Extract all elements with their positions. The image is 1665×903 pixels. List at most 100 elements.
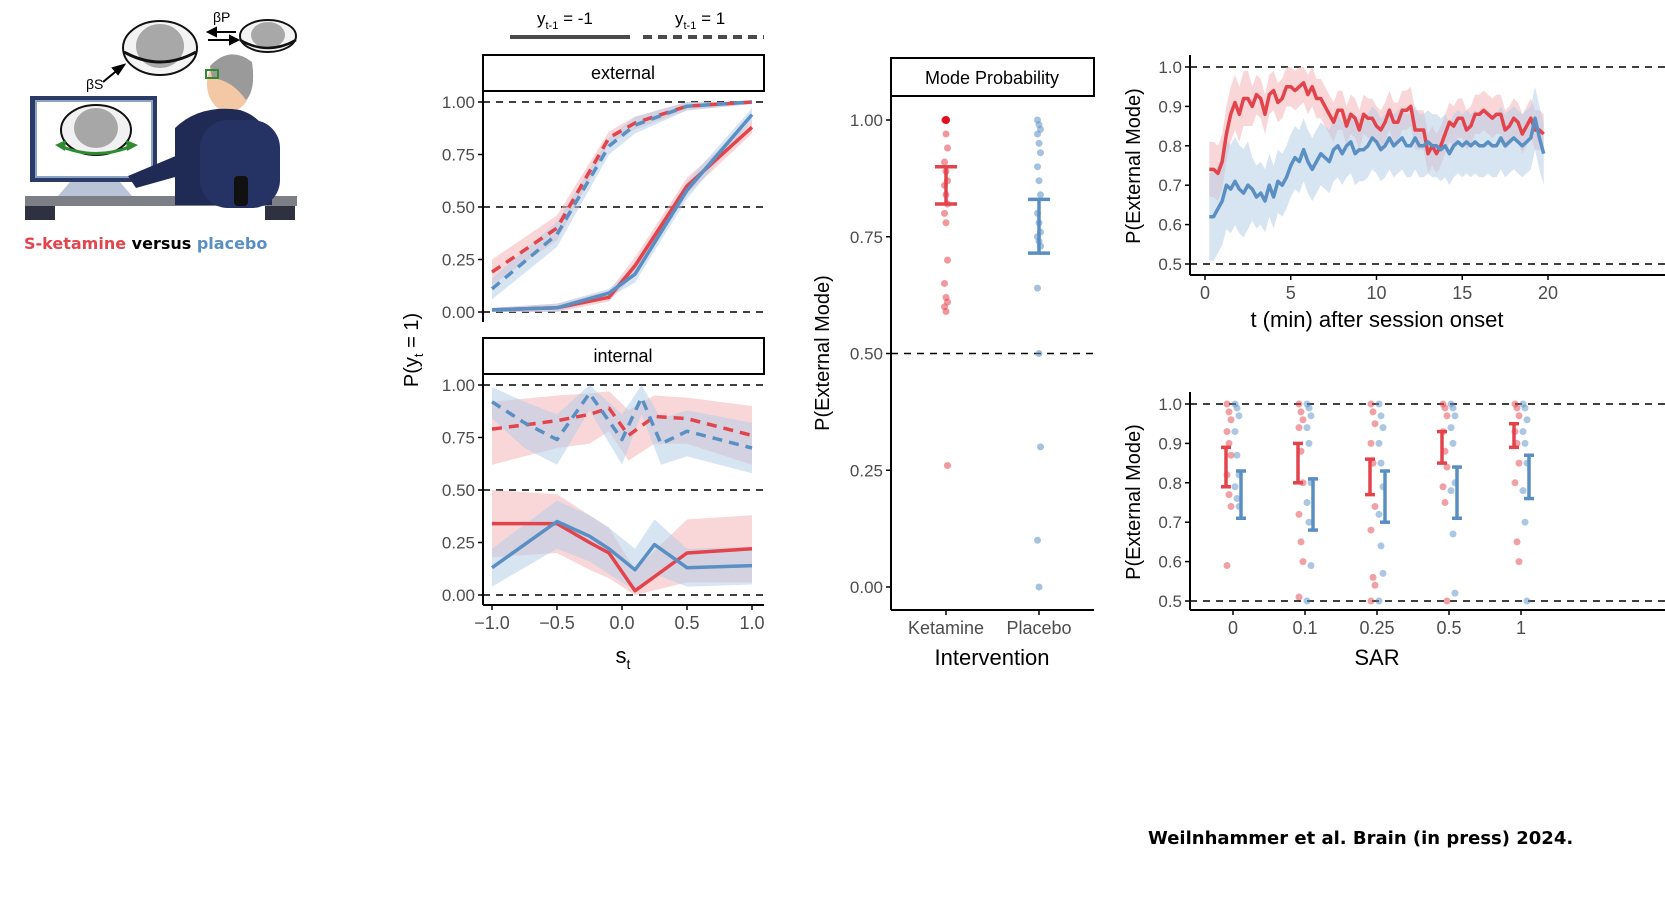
sar-ketamine-point xyxy=(1367,526,1375,534)
sar-ketamine-point xyxy=(1297,538,1305,546)
mode-ketamine-point xyxy=(944,462,951,470)
time-y-tick-label: 0.7 xyxy=(1158,176,1182,195)
time-x-tick-label: 5 xyxy=(1286,283,1296,303)
credit-line: Weilnhammer et al. Brain (in press) 2024… xyxy=(1148,828,1574,849)
time-placebo-ci-band xyxy=(1209,86,1544,261)
time-y-tick-label: 0.6 xyxy=(1158,216,1182,235)
sar-placebo-point xyxy=(1375,597,1383,605)
mode-ketamine-point xyxy=(942,307,950,315)
sar-placebo-point xyxy=(1449,404,1457,412)
sar-ketamine-point xyxy=(1223,562,1231,570)
sphere-small-icon xyxy=(239,19,297,53)
sar-ketamine-point xyxy=(1367,400,1375,408)
linetype-legend: yt-1 = -1 yt-1 = 1 xyxy=(510,9,764,39)
sar-ketamine-point xyxy=(1223,428,1231,436)
sar-x-tick-label: 0.5 xyxy=(1436,618,1461,638)
mode-ketamine-point xyxy=(941,279,948,287)
sar-placebo-point xyxy=(1377,542,1385,550)
sar-placebo-point xyxy=(1233,404,1241,412)
sar-ketamine-point xyxy=(1223,400,1231,408)
sar-ketamine-point xyxy=(1369,408,1377,416)
sar-y-tick-label: 1.0 xyxy=(1158,395,1182,414)
sphere-large-icon xyxy=(122,20,198,76)
internal-x-tick-label: 1.0 xyxy=(739,613,764,633)
external-placebo-ci-band xyxy=(492,102,752,300)
sar-placebo-point xyxy=(1523,416,1531,424)
desk-icon xyxy=(25,196,297,220)
sar-ketamine-point xyxy=(1225,408,1233,416)
panel-internal: internal 0.00 0.25 0.50 0.75 1.00 −1.0 −0.5 0.0… xyxy=(442,337,765,633)
external-y-tick-label: 0.75 xyxy=(442,146,475,165)
sar-placebo-point xyxy=(1447,487,1455,495)
sar-placebo-point xyxy=(1303,499,1311,506)
sar-y-tick-label: 0.7 xyxy=(1158,513,1182,532)
mode-placebo-point xyxy=(1037,149,1044,157)
sar-ketamine-point xyxy=(1443,597,1451,605)
mode-placebo-point xyxy=(1034,536,1041,544)
beta-s-label: βS xyxy=(86,76,103,92)
sar-ketamine-point xyxy=(1371,581,1379,589)
observer-person-icon xyxy=(128,54,280,208)
external-ketamine-prev-pos-line xyxy=(491,100,753,274)
internal-y-tick-label: 0.50 xyxy=(442,481,475,500)
sar-placebo-point xyxy=(1305,404,1313,412)
beta-p-label: βP xyxy=(213,9,230,25)
sar-ketamine-point xyxy=(1513,538,1521,546)
mode-ketamine-point xyxy=(944,256,951,264)
sar-placebo-point xyxy=(1519,428,1527,436)
time-y-tick-label: 0.5 xyxy=(1158,255,1182,274)
sar-ketamine-point xyxy=(1225,491,1233,499)
strip-internal xyxy=(482,337,765,375)
x-axis-label-time: t (min) after session onset xyxy=(1250,307,1503,332)
sar-placebo-point xyxy=(1449,439,1457,447)
internal-placebo-prev-neg-line xyxy=(490,519,753,572)
mode-ketamine-point xyxy=(942,130,950,138)
legend-dashed-label: yt-1 = 1 xyxy=(675,9,725,32)
caption-versus: versus xyxy=(132,234,192,253)
sar-placebo-point xyxy=(1233,451,1241,459)
sar-placebo-point xyxy=(1523,597,1531,605)
sar-ketamine-point xyxy=(1299,416,1307,424)
y-axis-label-mode: P(External Mode) xyxy=(812,275,834,431)
internal-y-tick-label: 0.25 xyxy=(442,534,475,553)
sar-ketamine-point xyxy=(1515,459,1523,467)
sar-placebo-point xyxy=(1451,412,1459,420)
mode-x-tick-label: Placebo xyxy=(1006,618,1071,638)
sar-ketamine-point xyxy=(1295,424,1303,432)
caption: S-ketamine versus placebo xyxy=(24,234,267,253)
external-placebo-prev-pos-line xyxy=(490,100,753,291)
sar-y-tick-label: 0.6 xyxy=(1158,553,1182,572)
mode-placebo-point xyxy=(1037,443,1044,451)
time-y-tick-label: 1.0 xyxy=(1158,58,1182,77)
sar-ketamine-point xyxy=(1295,400,1303,408)
sar-placebo-point xyxy=(1305,518,1313,526)
external-y-tick-label: 0.50 xyxy=(442,198,475,217)
mode-y-tick-label: 0.75 xyxy=(850,228,883,247)
sar-placebo-point xyxy=(1519,487,1527,495)
y-axis-label-sar: P(External Mode) xyxy=(1123,424,1145,580)
external-y-tick-label: 0.00 xyxy=(442,303,475,322)
sar-placebo-point xyxy=(1379,569,1387,577)
sar-ketamine-point xyxy=(1515,412,1523,420)
sar-ketamine-point xyxy=(1443,463,1451,471)
sar-ketamine-point xyxy=(1371,420,1379,428)
sar-placebo-point xyxy=(1305,439,1313,447)
sar-placebo-point xyxy=(1521,518,1529,526)
mode-x-tick-label: Ketamine xyxy=(908,618,984,638)
sar-ketamine-point xyxy=(1511,479,1519,487)
sar-placebo-point xyxy=(1375,510,1383,518)
y-axis-label-time: P(External Mode) xyxy=(1123,88,1145,244)
mode-ketamine-max-point xyxy=(942,116,950,124)
mode-placebo-point xyxy=(1035,583,1043,591)
time-y-tick-label: 0.8 xyxy=(1158,137,1182,156)
panel-time-course: 0.5 0.6 0.7 0.8 0.9 1.0 0 5 10 15 20 P(External Mo… xyxy=(1123,55,1665,332)
mode-ketamine-point xyxy=(941,209,948,217)
mode-y-tick-label: 0.00 xyxy=(850,578,883,597)
sar-y-tick-label: 0.9 xyxy=(1158,434,1182,453)
internal-x-tick-label: −0.5 xyxy=(539,613,575,633)
mode-ketamine-point xyxy=(942,219,950,227)
y-axis-label-st: P(yt = 1) xyxy=(401,313,426,387)
panel-mode-probability: Mode Probability 0.00 0.25 0.50 0.75 1.00 Ket… xyxy=(812,57,1095,670)
mode-placebo-point xyxy=(1034,163,1041,171)
